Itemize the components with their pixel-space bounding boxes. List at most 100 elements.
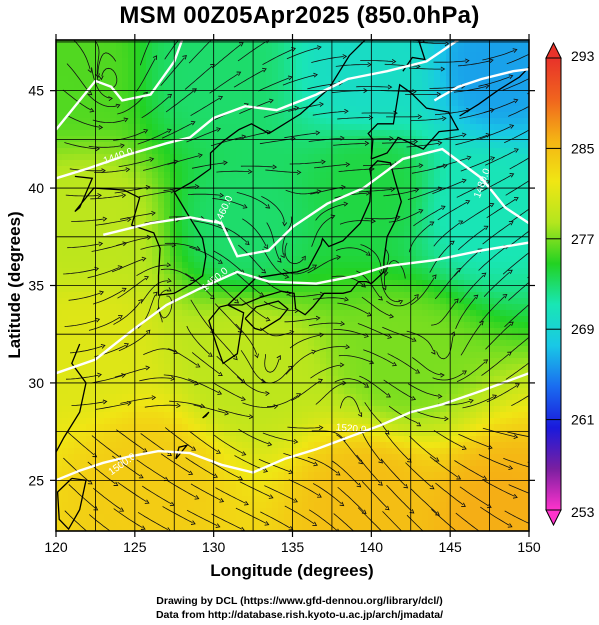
field-cell bbox=[212, 400, 219, 407]
field-cell bbox=[386, 220, 393, 227]
field-cell bbox=[392, 292, 399, 299]
field-cell bbox=[122, 160, 129, 167]
field-cell bbox=[518, 412, 525, 419]
field-cell bbox=[392, 46, 399, 53]
field-cell bbox=[254, 382, 261, 389]
field-cell bbox=[266, 244, 273, 251]
field-cell bbox=[416, 310, 423, 317]
field-cell bbox=[392, 346, 399, 353]
field-cell bbox=[176, 334, 183, 341]
field-cell bbox=[254, 64, 261, 71]
field-cell bbox=[398, 232, 405, 239]
field-cell bbox=[260, 46, 267, 53]
field-cell bbox=[314, 178, 321, 185]
field-cell bbox=[320, 118, 327, 125]
field-cell bbox=[206, 412, 213, 419]
field-cell bbox=[62, 340, 69, 347]
field-cell bbox=[512, 322, 519, 329]
field-cell bbox=[404, 304, 411, 311]
field-cell bbox=[356, 58, 363, 65]
field-cell bbox=[344, 358, 351, 365]
field-cell bbox=[356, 40, 363, 47]
field-cell bbox=[218, 328, 225, 335]
field-cell bbox=[200, 76, 207, 83]
field-cell bbox=[200, 202, 207, 209]
field-cell bbox=[158, 286, 165, 293]
field-cell bbox=[422, 388, 429, 395]
field-cell bbox=[392, 250, 399, 257]
field-cell bbox=[218, 214, 225, 221]
field-cell bbox=[404, 250, 411, 257]
field-cell bbox=[386, 178, 393, 185]
field-cell bbox=[482, 394, 489, 401]
field-cell bbox=[266, 412, 273, 419]
field-cell bbox=[230, 76, 237, 83]
field-cell bbox=[398, 184, 405, 191]
field-cell bbox=[350, 124, 357, 131]
field-cell bbox=[422, 112, 429, 119]
field-cell bbox=[278, 208, 285, 215]
field-cell bbox=[494, 118, 501, 125]
field-cell bbox=[110, 82, 117, 89]
field-cell bbox=[422, 394, 429, 401]
field-cell bbox=[176, 298, 183, 305]
field-cell bbox=[398, 340, 405, 347]
field-cell bbox=[62, 82, 69, 89]
field-cell bbox=[290, 244, 297, 251]
field-cell bbox=[506, 304, 513, 311]
field-cell bbox=[470, 226, 477, 233]
field-cell bbox=[218, 388, 225, 395]
field-cell bbox=[206, 376, 213, 383]
field-cell bbox=[506, 412, 513, 419]
field-cell bbox=[314, 172, 321, 179]
field-cell bbox=[452, 256, 459, 263]
field-cell bbox=[242, 244, 249, 251]
field-cell bbox=[122, 100, 129, 107]
field-cell bbox=[170, 400, 177, 407]
field-cell bbox=[272, 370, 279, 377]
field-cell bbox=[404, 400, 411, 407]
field-cell bbox=[524, 376, 529, 383]
field-cell bbox=[260, 274, 267, 281]
field-cell bbox=[476, 124, 483, 131]
field-cell bbox=[416, 382, 423, 389]
field-cell bbox=[98, 310, 105, 317]
field-cell bbox=[140, 208, 147, 215]
field-cell bbox=[302, 244, 309, 251]
field-cell bbox=[254, 358, 261, 365]
field-cell bbox=[422, 130, 429, 137]
field-cell bbox=[140, 286, 147, 293]
field-cell bbox=[128, 208, 135, 215]
field-cell bbox=[314, 94, 321, 101]
field-cell bbox=[278, 262, 285, 269]
field-cell bbox=[410, 82, 417, 89]
field-cell bbox=[308, 376, 315, 383]
field-cell bbox=[476, 268, 483, 275]
field-cell bbox=[194, 106, 201, 113]
field-cell bbox=[326, 52, 333, 59]
field-cell bbox=[200, 106, 207, 113]
field-cell bbox=[356, 292, 363, 299]
field-cell bbox=[218, 268, 225, 275]
field-cell bbox=[302, 70, 309, 77]
field-cell bbox=[134, 316, 141, 323]
field-cell bbox=[356, 130, 363, 137]
field-cell bbox=[326, 328, 333, 335]
field-cell bbox=[218, 262, 225, 269]
field-cell bbox=[434, 382, 441, 389]
field-cell bbox=[308, 208, 315, 215]
field-cell bbox=[302, 298, 309, 305]
field-cell bbox=[416, 250, 423, 257]
field-cell bbox=[206, 76, 213, 83]
field-cell bbox=[266, 298, 273, 305]
field-cell bbox=[482, 358, 489, 365]
field-cell bbox=[314, 352, 321, 359]
field-cell bbox=[284, 46, 291, 53]
field-cell bbox=[488, 112, 495, 119]
field-cell bbox=[464, 406, 471, 413]
field-cell bbox=[494, 70, 501, 77]
field-cell bbox=[152, 130, 159, 137]
field-cell bbox=[80, 274, 87, 281]
field-cell bbox=[392, 268, 399, 275]
field-cell bbox=[266, 406, 273, 413]
